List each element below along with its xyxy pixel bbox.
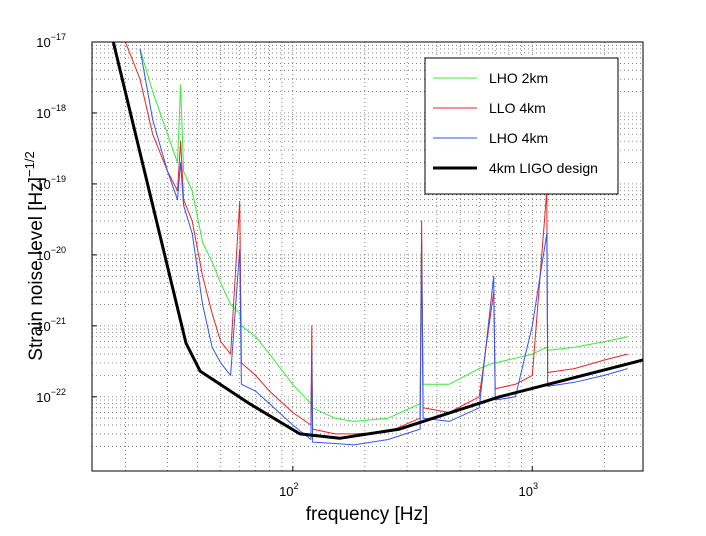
y-axis-label-text: Strain noise level [Hz] bbox=[26, 177, 47, 361]
y-tick-exponent: −20 bbox=[51, 245, 66, 255]
y-tick-base: 10 bbox=[36, 35, 50, 50]
lines bbox=[111, 42, 643, 446]
y-tick-label: 10−18 bbox=[36, 103, 66, 121]
x-tick-base: 10 bbox=[279, 484, 293, 499]
x-tick-exponent: 2 bbox=[294, 481, 299, 491]
y-tick-label: 10−19 bbox=[36, 174, 66, 192]
y-tick-label: 10−20 bbox=[36, 245, 66, 263]
plot-frame bbox=[91, 41, 644, 472]
x-axis-label: frequency [Hz] bbox=[306, 504, 429, 525]
legend-label: LHO 2km bbox=[489, 70, 548, 86]
y-tick-base: 10 bbox=[36, 177, 50, 192]
x-tick-base: 10 bbox=[519, 484, 533, 499]
y-axis-label: Strain noise level [Hz]−1/2 bbox=[22, 151, 47, 360]
y-tick-base: 10 bbox=[36, 248, 50, 263]
legend-box bbox=[424, 57, 619, 195]
y-tick-base: 10 bbox=[36, 319, 50, 334]
y-tick-exponent: −21 bbox=[51, 316, 66, 326]
y-tick-exponent: −18 bbox=[51, 103, 66, 113]
y-tick-label: 10−17 bbox=[36, 32, 66, 50]
y-tick-exponent: −19 bbox=[51, 174, 66, 184]
y-axis-label-sup: −1/2 bbox=[22, 151, 37, 177]
y-tick-label: 10−22 bbox=[36, 387, 66, 405]
x-tick-exponent: 3 bbox=[533, 481, 538, 491]
y-tick-exponent: −22 bbox=[51, 387, 66, 397]
y-tick-base: 10 bbox=[36, 390, 50, 405]
series-line bbox=[139, 48, 628, 446]
y-tick-exponent: −17 bbox=[51, 32, 66, 42]
x-tick-label: 102 bbox=[279, 481, 298, 499]
legend-label: LHO 4km bbox=[489, 130, 548, 146]
y-tick-base: 10 bbox=[36, 106, 50, 121]
legend-label: LLO 4km bbox=[489, 100, 546, 116]
legend: LHO 2km LLO 4km LHO 4km 4km LIGO design bbox=[424, 57, 619, 195]
y-tick-label: 10−21 bbox=[36, 316, 66, 334]
legend-label: 4km LIGO design bbox=[489, 160, 598, 176]
x-tick-label: 103 bbox=[519, 481, 538, 499]
series-line bbox=[111, 42, 643, 440]
